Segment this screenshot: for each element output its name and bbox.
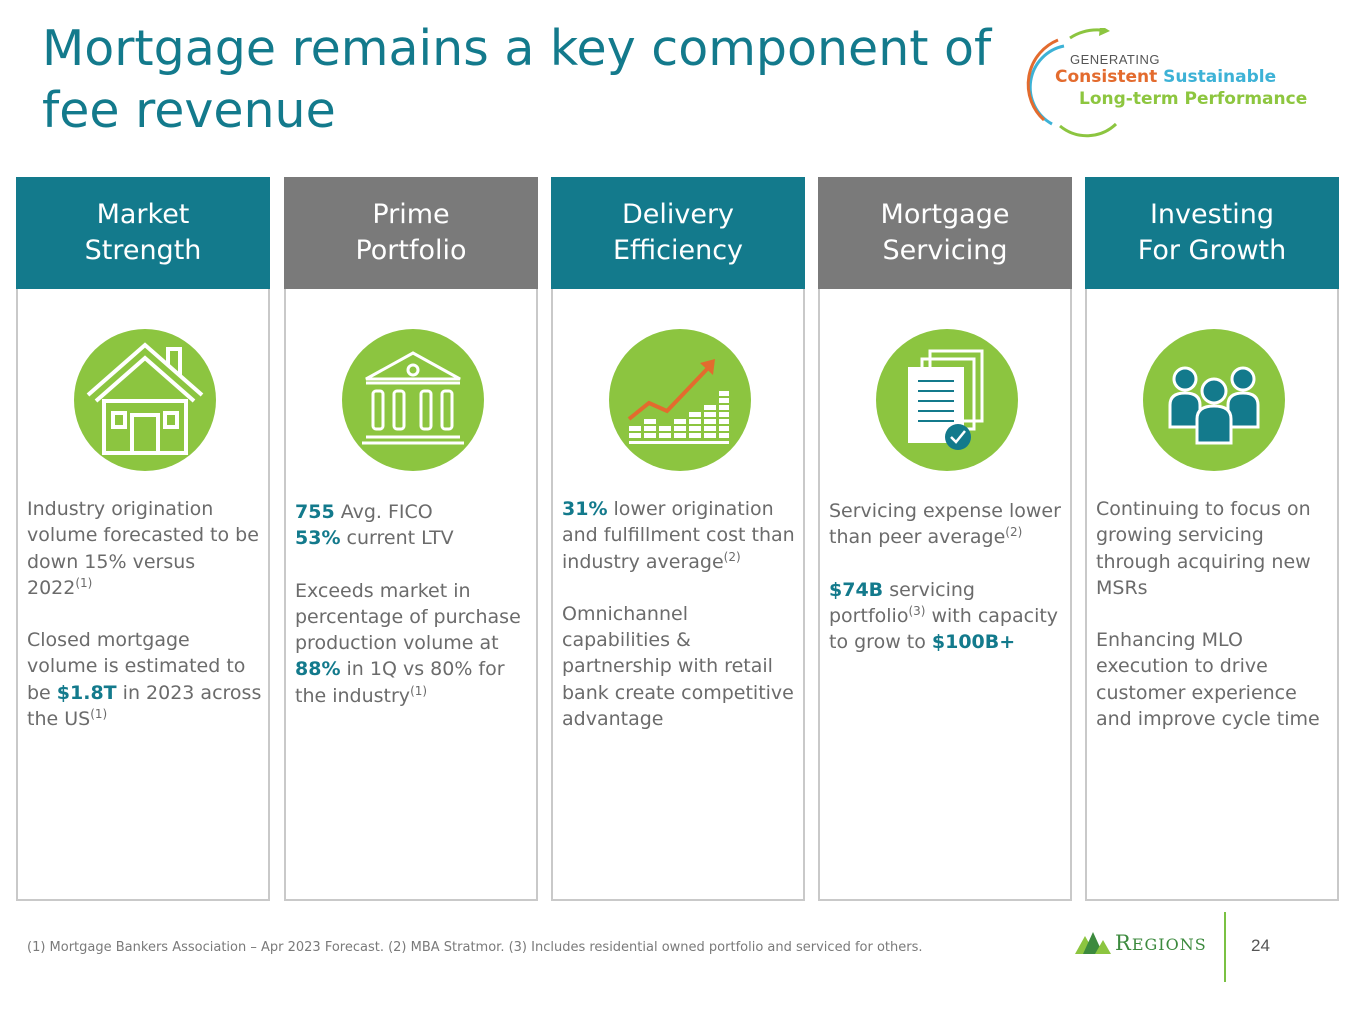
column-paragraph: $74B servicing portfolio(3) with capacit… [829, 577, 1064, 656]
highlight-value: 88% [295, 658, 341, 681]
house-icon [74, 329, 216, 471]
column-header: Investing For Growth [1085, 177, 1339, 289]
column-header: Delivery Efficiency [551, 177, 805, 289]
footnote-ref: (2) [723, 549, 741, 564]
column-paragraph: Enhancing MLO execution to drive custome… [1096, 627, 1331, 732]
text-run: in 1Q vs 80% for the industry [295, 658, 505, 707]
column-header-label: Prime Portfolio [355, 199, 467, 266]
text-run: Enhancing MLO execution to drive custome… [1096, 629, 1320, 731]
logo-sustainable-text: Sustainable [1163, 67, 1277, 87]
text-run: Avg. FICO [334, 501, 433, 523]
footer-divider [1224, 912, 1226, 982]
column-paragraph: 755 Avg. FICO 53% current LTV [295, 499, 530, 552]
column-header-label: Investing For Growth [1137, 199, 1287, 266]
paragraph-gap [295, 552, 530, 578]
logo-generating-text: GENERATING [1070, 52, 1160, 67]
column-delivery-efficiency: Delivery Efficiency 31% lower originatio… [551, 177, 805, 903]
regions-logo: REGIONS [1075, 928, 1225, 958]
text-run: Closed mortgage volume is estimated to b… [27, 629, 246, 704]
column-text: 31% lower origination and fulfillment co… [562, 496, 797, 732]
column-text: 755 Avg. FICO 53% current LTV Exceeds mark… [295, 499, 530, 709]
column-body: Industry origination volume forecasted t… [16, 289, 270, 901]
footnote: (1) Mortgage Bankers Association – Apr 2… [27, 940, 923, 955]
column-text: Industry origination volume forecasted t… [27, 496, 262, 732]
text-run: Servicing expense lower than peer averag… [829, 500, 1061, 549]
bank-icon [342, 329, 484, 471]
people-group-icon [1143, 329, 1285, 471]
footnote-ref: (1) [410, 683, 428, 698]
footnote-ref: (1) [75, 575, 93, 590]
highlight-value: $100B+ [931, 631, 1016, 654]
column-paragraph: Closed mortgage volume is estimated to b… [27, 627, 262, 732]
column-header-label: Market Strength [84, 199, 202, 266]
regions-first-letter: R [1115, 931, 1132, 955]
highlight-value: $74B [829, 578, 884, 601]
text-run: Continuing to focus on growing servicing… [1096, 498, 1311, 599]
logo-tagline-line: Consistent Sustainable [1055, 67, 1276, 87]
footnote-ref: (3) [908, 603, 926, 618]
text-run: Industry origination volume forecasted t… [27, 498, 259, 599]
column-paragraph: Continuing to focus on growing servicing… [1096, 496, 1331, 601]
documents-check-icon [876, 329, 1018, 471]
column-mortgage-servicing: Mortgage Servicing Servicing [818, 177, 1072, 903]
text-run: servicing portfolio [829, 578, 975, 627]
column-text: Continuing to focus on growing servicing… [1096, 496, 1331, 732]
highlight-value: $1.8T [56, 681, 117, 704]
column-market-strength: Market Strength Industry origination vol… [16, 177, 270, 903]
regions-rest-letters: EGIONS [1131, 935, 1207, 954]
page-number: 24 [1251, 936, 1270, 955]
column-header-label: Delivery Efficiency [612, 199, 744, 266]
column-paragraph: Industry origination volume forecasted t… [27, 496, 262, 601]
cycle-arrows-icon [1026, 28, 1118, 138]
regions-pyramid-icon [1075, 932, 1111, 954]
generating-performance-logo: GENERATING Consistent Sustainable Long-t… [1020, 28, 1330, 138]
paragraph-gap [562, 575, 797, 601]
paragraph-gap [829, 551, 1064, 577]
column-paragraph: Omnichannel capabilities & partnership w… [562, 601, 797, 732]
column-header: Prime Portfolio [284, 177, 538, 289]
column-header: Mortgage Servicing [818, 177, 1072, 289]
highlight-value: 31% [562, 498, 608, 520]
logo-long-term-text: Long-term Performance [1079, 89, 1308, 109]
text-run: lower origination and fulfillment cost t… [562, 498, 795, 573]
text-run: with capacity to grow to [829, 604, 1059, 654]
column-header-label: Mortgage Servicing [880, 199, 1010, 266]
growth-chart-icon [609, 329, 751, 471]
highlight-value: 53% [295, 527, 341, 550]
logo-consistent-text: Consistent [1055, 67, 1158, 87]
page-title: Mortgage remains a key component of fee … [42, 20, 992, 139]
column-paragraph: Exceeds market in percentage of purchase… [295, 578, 530, 709]
column-body: 755 Avg. FICO 53% current LTV Exceeds mark… [284, 289, 538, 901]
footnote-ref: (1) [90, 707, 108, 722]
paragraph-gap [27, 601, 262, 627]
text-run: Exceeds market in percentage of purchase… [295, 579, 521, 655]
text-run: current LTV [340, 527, 454, 550]
column-prime-portfolio: Prime Portfolio 755 Avg. FICO 53% current… [284, 177, 538, 903]
highlight-value: 755 [295, 501, 335, 523]
paragraph-gap [1096, 601, 1331, 627]
column-investing-for-growth: Investing For Growth Continuing to focus… [1085, 177, 1339, 903]
text-run: in 2023 across the US [27, 681, 262, 731]
column-body: Servicing expense lower than peer averag… [818, 289, 1072, 901]
text-run: Omnichannel capabilities & partnership w… [562, 602, 794, 731]
column-body: 31% lower origination and fulfillment co… [551, 289, 805, 901]
column-paragraph: 31% lower origination and fulfillment co… [562, 496, 797, 575]
column-header: Market Strength [16, 177, 270, 289]
regions-wordmark: REGIONS [1115, 931, 1207, 955]
footnote-ref: (2) [1005, 525, 1023, 540]
column-paragraph: Servicing expense lower than peer averag… [829, 498, 1064, 551]
column-body: Continuing to focus on growing servicing… [1085, 289, 1339, 901]
column-text: Servicing expense lower than peer averag… [829, 498, 1064, 655]
